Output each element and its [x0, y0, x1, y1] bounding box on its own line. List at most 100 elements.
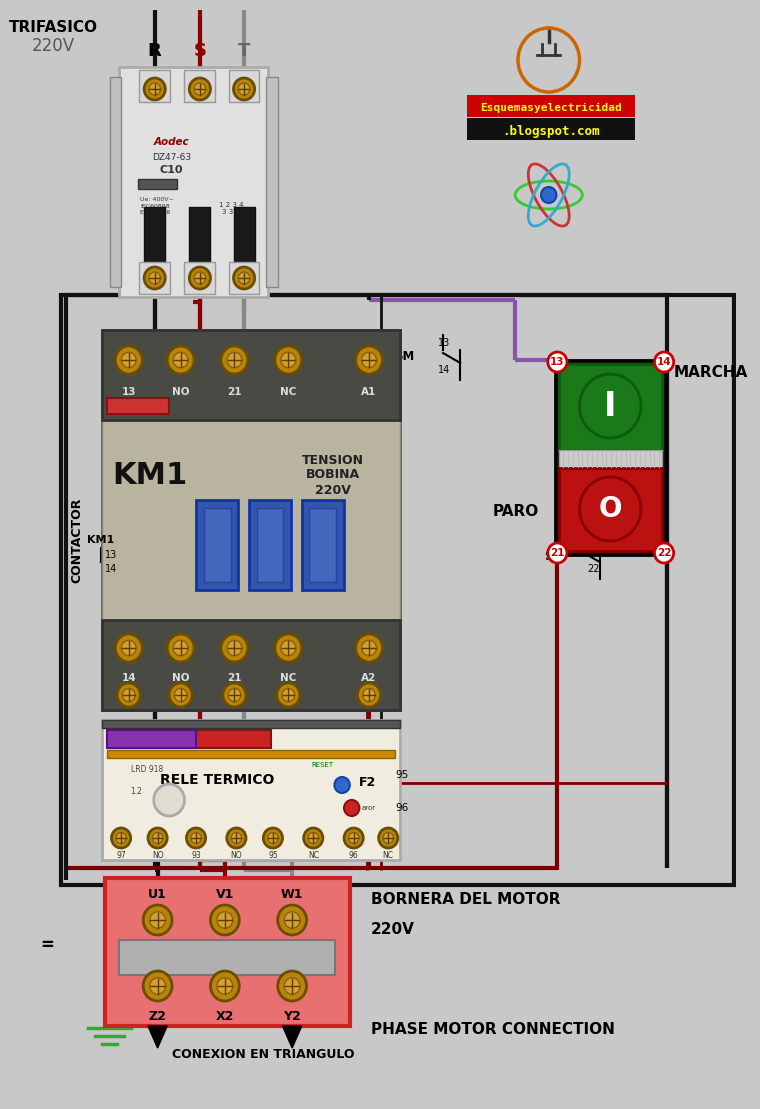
Circle shape [112, 828, 131, 848]
Text: NC: NC [383, 851, 394, 859]
FancyBboxPatch shape [102, 720, 400, 728]
Text: MARCHA: MARCHA [673, 365, 748, 380]
Circle shape [167, 634, 194, 662]
Text: 21: 21 [550, 548, 565, 558]
Text: 13: 13 [439, 338, 451, 348]
Text: O: O [598, 495, 622, 523]
Polygon shape [148, 1026, 167, 1048]
FancyBboxPatch shape [106, 730, 271, 747]
FancyBboxPatch shape [229, 262, 259, 294]
Circle shape [281, 353, 296, 368]
FancyBboxPatch shape [556, 360, 666, 554]
Text: 13: 13 [122, 387, 136, 397]
Circle shape [277, 971, 306, 1001]
FancyBboxPatch shape [102, 330, 400, 420]
Circle shape [223, 683, 246, 708]
Circle shape [173, 640, 188, 655]
Circle shape [117, 683, 141, 708]
Text: 220V: 220V [371, 923, 415, 937]
Circle shape [149, 272, 160, 284]
Circle shape [144, 267, 165, 289]
Circle shape [227, 353, 242, 368]
Circle shape [378, 828, 397, 848]
FancyBboxPatch shape [139, 262, 170, 294]
Circle shape [189, 78, 211, 100]
Text: TENSION
BOBINA
220V: TENSION BOBINA 220V [302, 454, 363, 497]
Circle shape [334, 777, 350, 793]
Text: Esquemasyelectricidad: Esquemasyelectricidad [480, 103, 622, 113]
Text: Ue: 400V~
IEC60898
EN 60898: Ue: 400V~ IEC60898 EN 60898 [141, 197, 174, 215]
Circle shape [174, 689, 187, 702]
Text: KM1: KM1 [112, 460, 188, 489]
FancyBboxPatch shape [106, 730, 196, 747]
Text: NO: NO [172, 387, 189, 397]
FancyBboxPatch shape [185, 262, 215, 294]
Text: KM1: KM1 [87, 535, 115, 545]
Circle shape [116, 346, 142, 374]
Text: 21: 21 [587, 537, 600, 547]
FancyBboxPatch shape [196, 500, 239, 590]
Text: 13: 13 [105, 550, 117, 560]
Circle shape [152, 833, 163, 844]
Circle shape [233, 78, 255, 100]
Circle shape [144, 78, 165, 100]
Text: A2: A2 [362, 673, 377, 683]
Circle shape [281, 640, 296, 655]
FancyBboxPatch shape [233, 207, 255, 262]
Circle shape [275, 634, 302, 662]
FancyBboxPatch shape [559, 364, 662, 450]
Text: NC: NC [308, 851, 318, 859]
Text: NC: NC [280, 387, 296, 397]
FancyBboxPatch shape [105, 878, 350, 1026]
Text: CONEXION EN TRIANGULO: CONEXION EN TRIANGULO [172, 1048, 354, 1060]
Text: 14: 14 [439, 365, 451, 375]
Circle shape [308, 833, 318, 844]
Circle shape [284, 912, 300, 928]
Text: 13: 13 [550, 357, 565, 367]
Text: RESET: RESET [312, 762, 334, 769]
Circle shape [233, 267, 255, 289]
Text: V1: V1 [216, 887, 234, 901]
FancyBboxPatch shape [106, 398, 169, 414]
Text: U1: U1 [148, 887, 167, 901]
Circle shape [304, 828, 323, 848]
Polygon shape [283, 1026, 302, 1048]
Text: 96: 96 [349, 851, 359, 859]
Text: 14: 14 [122, 673, 136, 683]
Circle shape [548, 352, 567, 372]
Text: I: I [604, 389, 616, 423]
Circle shape [228, 689, 241, 702]
Circle shape [116, 833, 126, 844]
FancyBboxPatch shape [559, 450, 662, 468]
Circle shape [194, 83, 206, 95]
FancyBboxPatch shape [257, 508, 283, 582]
Text: 97: 97 [116, 851, 126, 859]
Circle shape [226, 828, 246, 848]
Text: RELE TERMICO: RELE TERMICO [160, 773, 274, 787]
Circle shape [143, 971, 172, 1001]
FancyBboxPatch shape [189, 207, 211, 262]
FancyBboxPatch shape [204, 508, 230, 582]
Circle shape [275, 346, 302, 374]
FancyBboxPatch shape [144, 207, 165, 262]
Text: T: T [238, 42, 250, 60]
Circle shape [154, 784, 185, 816]
Circle shape [191, 833, 201, 844]
FancyBboxPatch shape [119, 67, 268, 297]
Text: 93: 93 [192, 851, 201, 859]
Text: .blogspot.com: .blogspot.com [502, 124, 600, 138]
Text: 96: 96 [395, 803, 408, 813]
Circle shape [122, 640, 136, 655]
FancyBboxPatch shape [139, 70, 170, 102]
Text: A1: A1 [362, 387, 377, 397]
Text: NO: NO [172, 673, 189, 683]
Circle shape [239, 83, 250, 95]
Circle shape [211, 971, 239, 1001]
Text: BORNERA DEL MOTOR: BORNERA DEL MOTOR [371, 893, 560, 907]
Circle shape [548, 543, 567, 563]
Circle shape [148, 828, 167, 848]
Circle shape [268, 833, 278, 844]
Circle shape [227, 640, 242, 655]
Circle shape [282, 689, 295, 702]
FancyBboxPatch shape [109, 77, 121, 287]
